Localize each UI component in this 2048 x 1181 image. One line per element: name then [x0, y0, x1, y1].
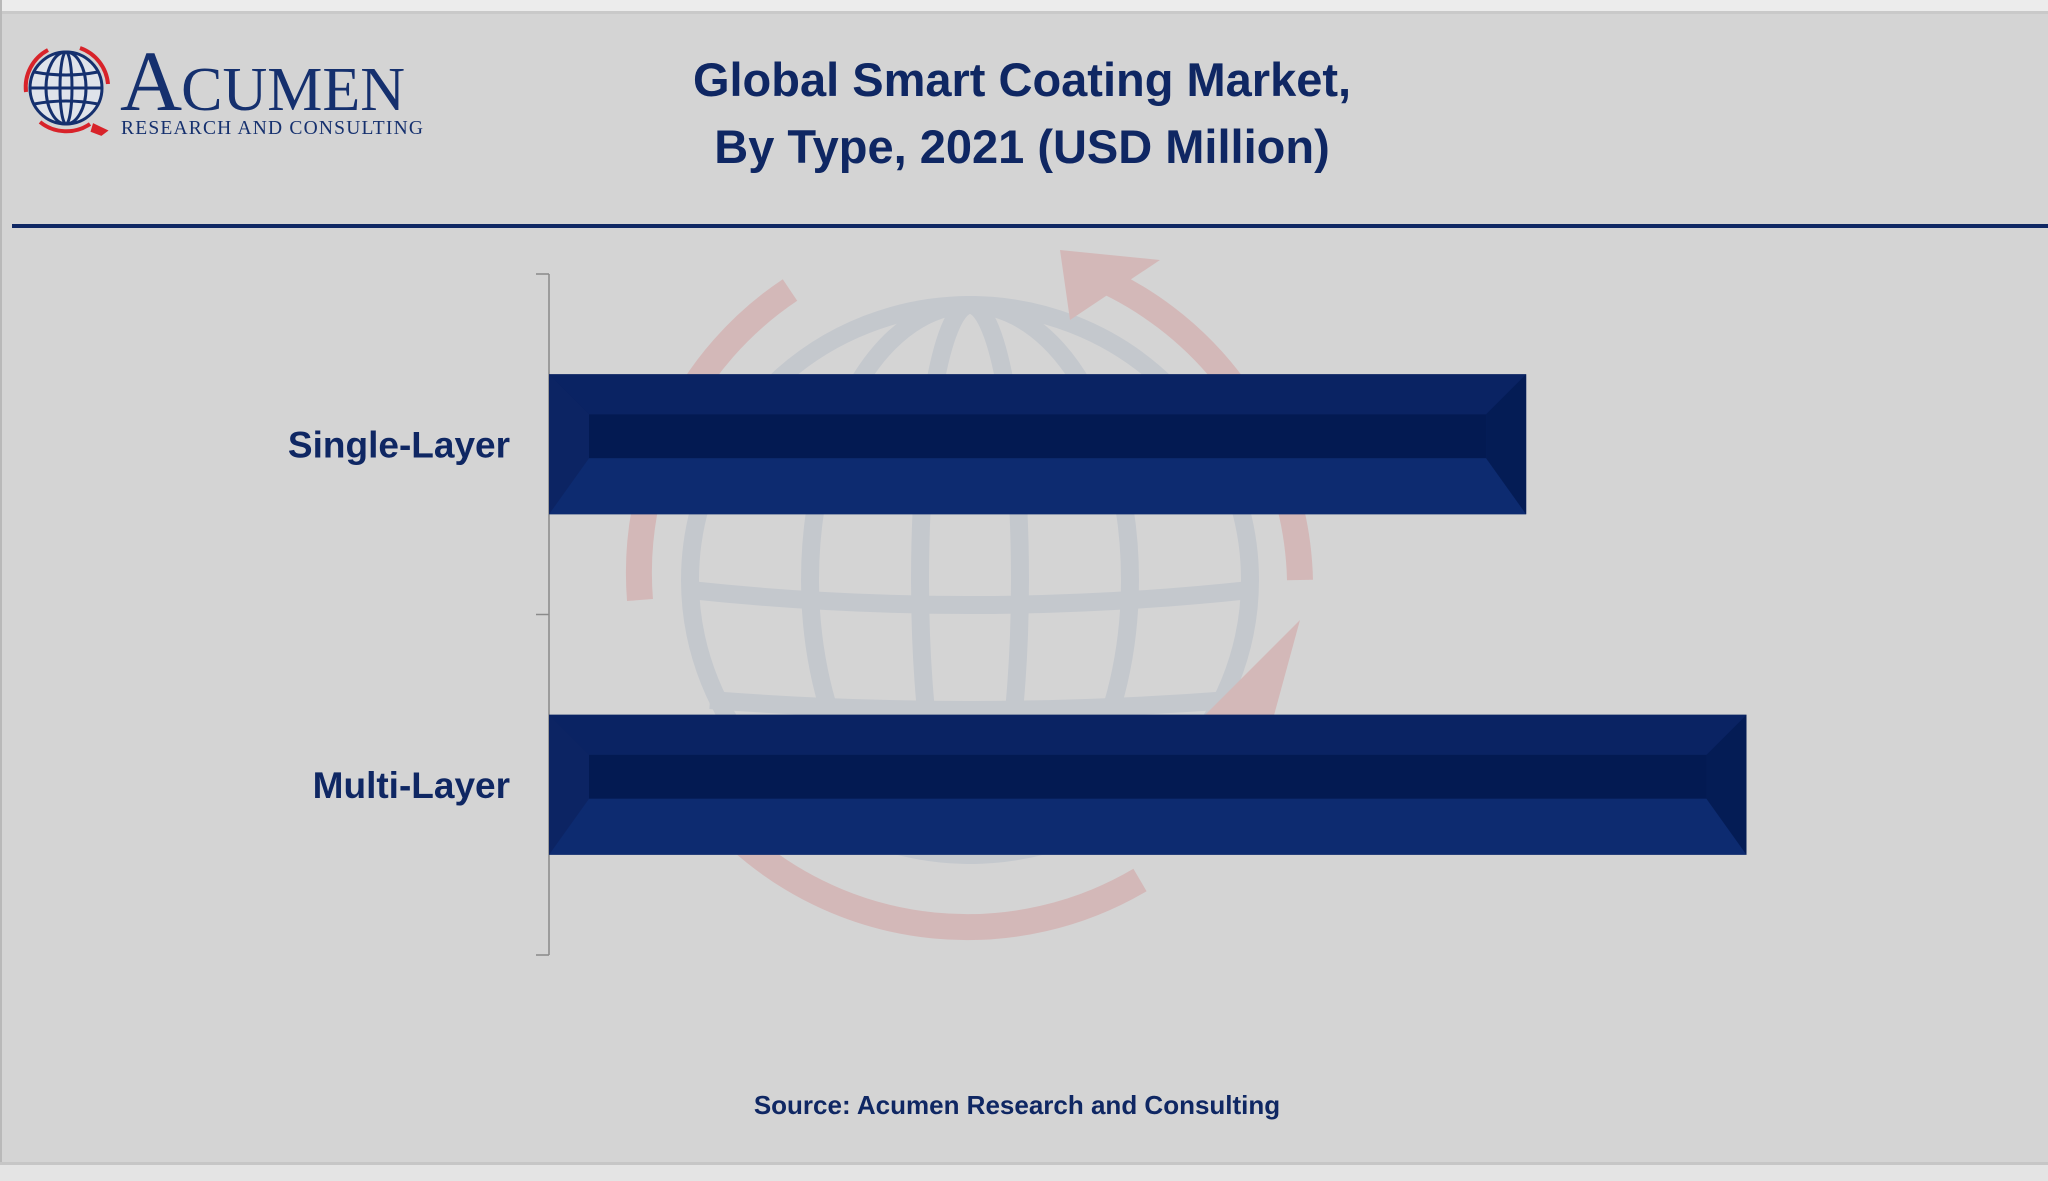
left-frame-edge	[0, 0, 2, 1181]
category-label-single-layer: Single-Layer	[288, 424, 510, 465]
source-note: Source: Acumen Research and Consulting	[753, 1090, 1281, 1120]
logo-wordmark: ACUMEN	[120, 33, 406, 129]
bottom-frame-band	[0, 1162, 2048, 1181]
bar-multi-layer	[549, 714, 1747, 855]
globe-logo-icon	[23, 46, 110, 136]
logo-subtitle: RESEARCH AND CONSULTING	[121, 118, 425, 139]
category-label-multi-layer: Multi-Layer	[313, 765, 510, 806]
chart-title-line-2: By Type, 2021 (USD Million)	[714, 120, 1330, 173]
chart-title-line-1: Global Smart Coating Market,	[692, 53, 1352, 106]
chart-title: Global Smart Coating Market, By Type, 20…	[522, 46, 1522, 180]
header-divider	[12, 224, 2048, 228]
acumen-logo: ACUMEN RESEARCH AND CONSULTING	[20, 33, 440, 139]
bar-single-layer	[549, 374, 1527, 515]
top-frame-band	[0, 0, 2048, 14]
